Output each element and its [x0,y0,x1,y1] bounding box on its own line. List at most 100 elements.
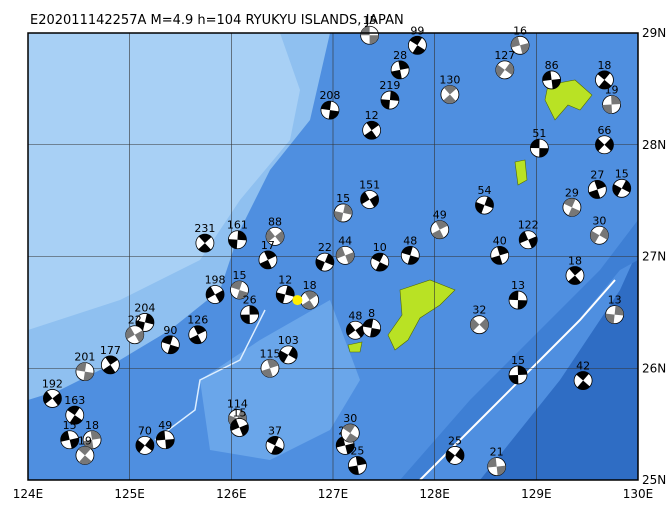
beachball-quadrant [215,290,225,303]
depth-label: 114 [227,398,248,411]
lon-label: 128E [419,487,450,501]
beachball-quadrant [334,211,344,222]
depth-label: 12 [278,273,292,286]
beachball-quadrant [230,419,240,431]
beachball-quadrant [69,415,83,425]
depth-label: 48 [348,309,362,322]
beachball-quadrant [605,313,615,324]
beachball-quadrant [576,371,590,381]
beachball-quadrant [484,196,494,209]
beachball [258,250,278,270]
beachball [362,318,382,338]
beachball [75,362,95,382]
beachball [602,95,621,114]
beachball [508,290,528,310]
beachball-quadrant [60,431,70,442]
beachball-quadrant [237,230,247,241]
beachball [155,430,175,450]
beachball-quadrant [135,320,145,332]
beachball [195,233,215,253]
beachball-quadrant [369,35,379,45]
beachball [335,245,355,265]
beachball-quadrant [336,436,346,448]
beachball [490,245,510,265]
beachball-quadrant [342,424,356,434]
depth-label: 27 [590,168,604,181]
lon-label: 125E [114,487,145,501]
depth-label: 49 [158,419,172,432]
beachball-quadrant [239,424,249,436]
beachball-quadrant [189,334,202,344]
beachball [100,355,120,375]
beachball-quadrant [495,64,505,78]
depth-label: 219 [379,79,400,92]
beachball-quadrant [370,328,381,338]
beachball [595,135,614,155]
depth-label: 15 [232,406,246,419]
beachball-quadrant [595,138,605,152]
depth-label: 18 [597,59,611,72]
beachball [430,220,450,240]
depth-label: 130 [439,73,460,86]
beachball [125,325,145,345]
beachball-quadrant [594,180,606,190]
beachball-quadrant [511,36,521,48]
depth-label: 231 [194,222,215,235]
depth-label: 151 [359,179,380,192]
beachball [160,335,180,355]
beachball-quadrant [345,433,358,443]
beachball-quadrant [240,314,250,324]
depth-label: 90 [163,324,177,337]
beachball [573,371,593,390]
beachball-quadrant [345,252,355,264]
beachball [300,290,320,310]
beachball [228,230,247,250]
beachball-quadrant [198,234,212,244]
beachball [65,405,85,425]
beachball [240,305,260,325]
depth-label: 15 [511,354,525,367]
depth-label: 122 [518,219,539,232]
depth-label: 19 [78,434,92,447]
beachball [612,178,632,198]
beachball-quadrant [90,430,101,440]
beachball [510,35,530,55]
beachball-quadrant [604,138,614,152]
beachball-quadrant [67,406,80,416]
depth-label: 18 [303,279,317,292]
beachball [135,313,155,332]
beachball-quadrant [236,290,249,300]
depth-label: 161 [227,219,248,232]
beachball [440,85,460,104]
depth-label: 88 [268,215,282,228]
beachball [508,365,528,385]
epicenter [292,295,303,306]
lat-label: 25N [642,473,666,487]
beachball-quadrant [134,330,144,343]
depth-label: 44 [338,234,352,247]
beachball [469,315,489,335]
beachball [495,60,515,80]
beachball [135,435,155,455]
depth-label: 103 [278,334,299,347]
beachball [43,389,62,408]
beachball-quadrant [275,230,285,244]
beachball-quadrant [551,78,561,89]
beachball-quadrant [509,291,519,301]
beachball [265,226,285,246]
beachball-quadrant [156,430,166,441]
depth-label: 22 [128,314,142,327]
beachball-quadrant [409,36,423,46]
beachball-quadrant [542,71,552,82]
beachball-quadrant [446,449,455,463]
beachball-quadrant [614,305,624,316]
beachball [605,305,625,325]
beachball-quadrant [491,255,503,265]
depth-label: 18 [568,254,582,267]
beachball-quadrant [276,292,286,304]
beachball-quadrant [346,323,356,336]
beachball [589,225,609,245]
beachball-quadrant [78,446,91,456]
beachball [60,430,80,450]
